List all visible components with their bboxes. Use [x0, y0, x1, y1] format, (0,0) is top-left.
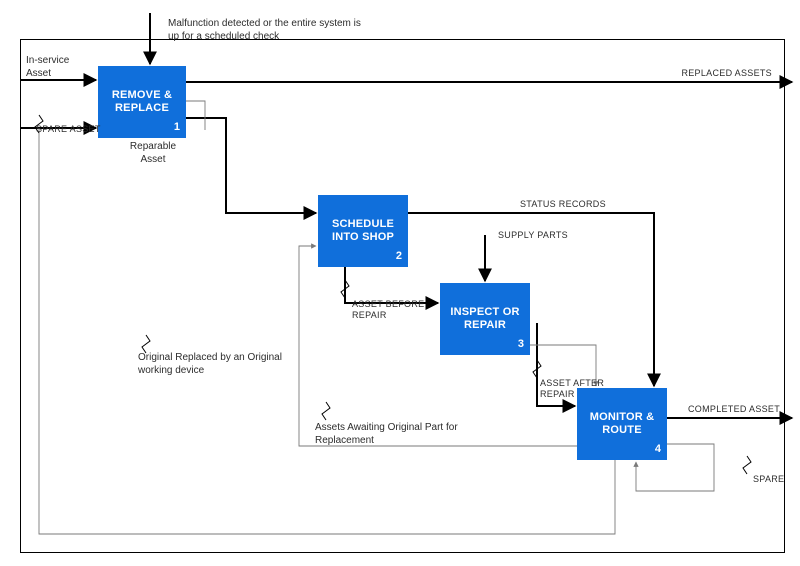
- node-label: SCHEDULE INTO SHOP: [326, 218, 400, 243]
- node-inspect-repair: INSPECT OR REPAIR 3: [440, 283, 530, 355]
- node-label: MONITOR & ROUTE: [585, 411, 659, 436]
- label-original-replaced: Original Replaced by an Original working…: [138, 352, 288, 377]
- node-number: 3: [518, 338, 524, 351]
- label-assets-awaiting: Assets Awaiting Original Part for Replac…: [315, 422, 485, 447]
- node-schedule-shop: SCHEDULE INTO SHOP 2: [318, 195, 408, 267]
- label-malfunction: Malfunction detected or the entire syste…: [168, 18, 368, 43]
- node-label: REMOVE & REPLACE: [106, 89, 178, 114]
- label-completed-asset: COMPLETED ASSET: [688, 404, 780, 415]
- label-in-service: In-service Asset: [26, 55, 96, 80]
- label-supply-parts: SUPPLY PARTS: [498, 230, 568, 241]
- node-number: 4: [655, 443, 661, 456]
- label-spare: SPARE: [753, 474, 784, 485]
- label-spare-asset: SPARE ASSET: [36, 124, 101, 135]
- label-status-records: STATUS RECORDS: [520, 199, 606, 210]
- diagram-stage: REMOVE & REPLACE 1 SCHEDULE INTO SHOP 2 …: [0, 0, 800, 566]
- label-asset-after: ASSET AFTER REPAIR: [540, 378, 610, 401]
- label-reparable-asset: Reparable Asset: [118, 141, 188, 166]
- node-number: 2: [396, 250, 402, 263]
- label-asset-before: ASSET BEFORE REPAIR: [352, 299, 427, 322]
- node-number: 1: [174, 121, 180, 134]
- node-remove-replace: REMOVE & REPLACE 1: [98, 66, 186, 138]
- label-replaced-assets: REPLACED ASSETS: [652, 68, 772, 79]
- node-label: INSPECT OR REPAIR: [448, 306, 522, 331]
